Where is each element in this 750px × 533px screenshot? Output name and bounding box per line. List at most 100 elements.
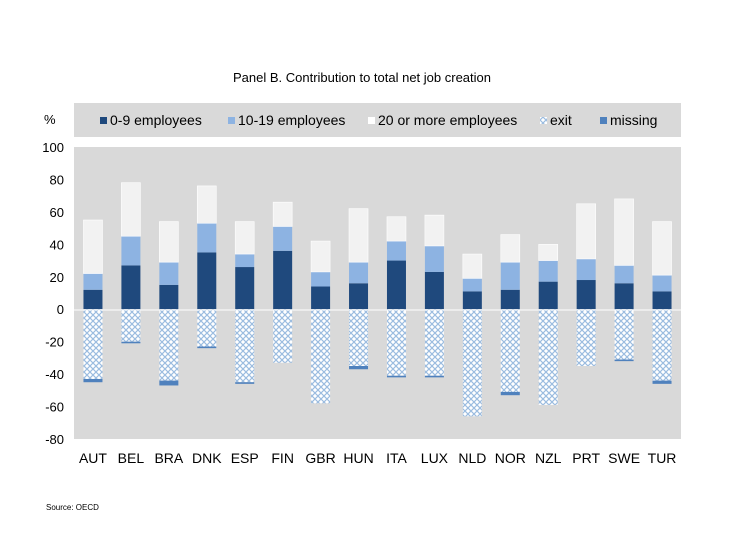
bar-segment (424, 271, 444, 310)
legend-swatch (540, 117, 547, 124)
x-tick-label: HUN (343, 450, 373, 466)
y-axis-label: % (44, 112, 56, 127)
bar-segment (235, 267, 255, 310)
x-tick-label: DNK (192, 450, 222, 466)
bar-segment (273, 309, 293, 363)
bar-segment (197, 309, 217, 347)
bar-segment (538, 244, 559, 261)
bar-segment (311, 286, 331, 310)
bar-segment (159, 309, 179, 381)
x-tick-label: AUT (79, 450, 107, 466)
bar-segment (652, 309, 672, 381)
bar-segment (121, 182, 141, 237)
chart-title: Panel B. Contribution to total net job c… (233, 70, 491, 85)
bar-segment (614, 309, 634, 360)
bar-segment (500, 391, 520, 396)
bar-segment (386, 216, 407, 242)
x-tick-label: NZL (535, 450, 562, 466)
x-tick-label: GBR (305, 450, 335, 466)
bar-segment (159, 262, 179, 285)
bar-segment (83, 219, 103, 274)
bar-segment (311, 271, 331, 287)
legend-swatch (368, 117, 375, 124)
bar-segment (424, 245, 444, 272)
bar-segment (500, 234, 521, 263)
bar-segment (538, 309, 558, 405)
legend-swatch (228, 117, 235, 124)
bar-segment (83, 309, 103, 379)
bar-segment (273, 226, 293, 251)
y-tick-label: 100 (42, 140, 64, 155)
legend-label: missing (610, 112, 657, 128)
bar-segment (159, 221, 179, 263)
x-tick-label: TUR (648, 450, 677, 466)
bar-segment (614, 283, 634, 310)
bar-segment (272, 201, 293, 227)
bar-segment (349, 309, 369, 366)
bar-segment (576, 203, 596, 260)
bar-segment (462, 278, 482, 292)
bar-segment (349, 262, 369, 284)
bar-segment (424, 309, 444, 376)
bar-segment (386, 260, 406, 310)
bar-segment (121, 309, 141, 342)
x-tick-label: BEL (118, 450, 145, 466)
bar-segment (235, 254, 255, 268)
bar-segment (500, 309, 520, 392)
bar-segment (311, 309, 331, 404)
bar-segment (349, 283, 369, 310)
bar-segment (500, 262, 520, 290)
legend: 0-9 employees 10-19 employees 20 or more e… (100, 112, 657, 128)
bar-segment (500, 289, 520, 310)
bar-segment (83, 378, 103, 383)
bar-segment (614, 265, 634, 284)
bar-segment (386, 375, 406, 378)
bar-segment (234, 221, 255, 255)
legend-label: exit (550, 112, 572, 128)
x-tick-label: SWE (608, 450, 640, 466)
bar-segment (652, 221, 672, 276)
y-tick-label: 40 (50, 237, 64, 252)
bar-segment (196, 185, 217, 224)
bar-segment (614, 359, 634, 362)
bar-segment (576, 309, 596, 366)
y-tick-label: 60 (50, 205, 64, 220)
x-tick-label: FIN (271, 450, 294, 466)
x-tick-label: ESP (231, 450, 259, 466)
bar-segment (197, 223, 217, 253)
bar-segment (121, 265, 141, 310)
bar-segment (614, 198, 634, 266)
legend-swatch (100, 117, 107, 124)
bar-segment (386, 241, 406, 261)
bar-segment (235, 382, 255, 384)
source-note: Source: OECD (46, 503, 99, 512)
bar-segment (310, 240, 331, 273)
bar-segment (197, 346, 217, 349)
legend-label: 0-9 employees (110, 112, 202, 128)
legend-box (74, 103, 681, 137)
legend-label: 10-19 employees (238, 112, 345, 128)
legend-swatch (600, 117, 607, 124)
x-tick-label: BRA (154, 450, 183, 466)
bars (83, 182, 672, 417)
bar-segment (652, 275, 672, 292)
bar-segment (349, 366, 369, 370)
bar-segment (462, 253, 483, 279)
bar-segment (538, 260, 558, 282)
x-tick-label: NOR (495, 450, 526, 466)
y-tick-label: -20 (45, 335, 64, 350)
bar-segment (652, 380, 672, 384)
bar-segment (576, 280, 596, 310)
bar-segment (159, 380, 179, 386)
bar-segment (424, 214, 445, 247)
x-tick-label: LUX (421, 450, 449, 466)
bar-segment (121, 341, 141, 344)
x-axis: AUT BEL BRA DNK ESP FIN GBR HUN ITA LUX NLD NOR NZL P… (79, 450, 676, 466)
y-tick-label: -80 (45, 432, 64, 447)
bar-segment (538, 281, 558, 310)
bar-segment (424, 375, 444, 378)
bar-segment (197, 252, 217, 310)
y-tick-label: 20 (50, 270, 64, 285)
bar-segment (652, 291, 672, 310)
